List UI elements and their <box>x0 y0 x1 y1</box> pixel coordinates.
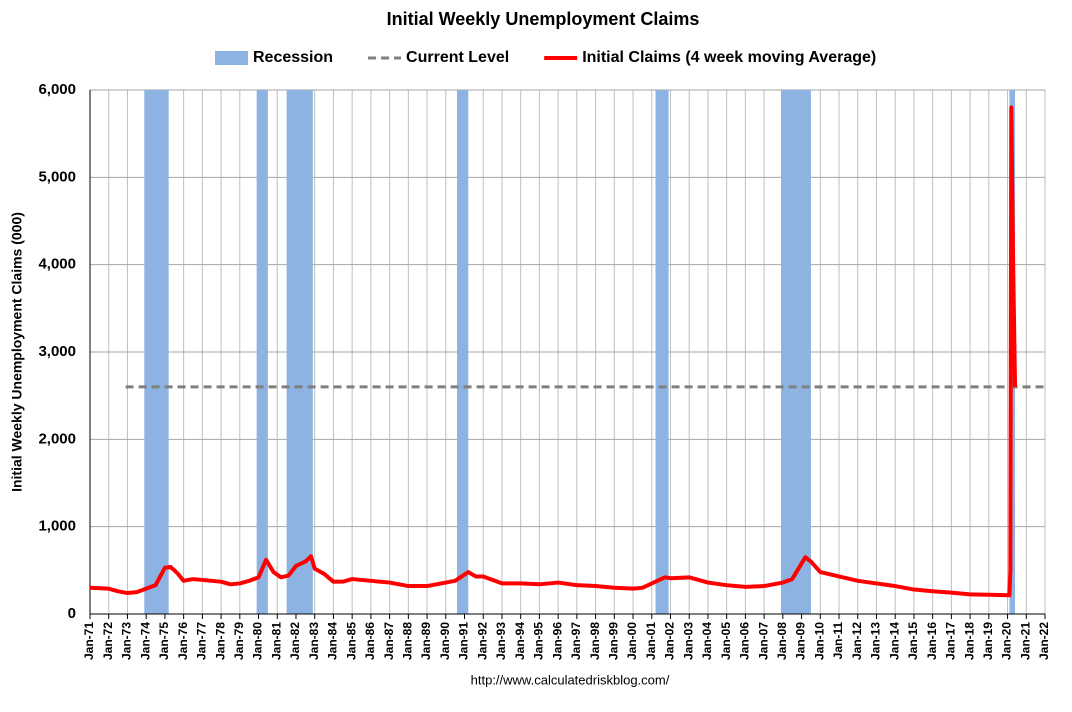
x-tick-label: Jan-98 <box>588 622 602 660</box>
x-tick-label: Jan-11 <box>831 622 845 660</box>
x-tick-label: Jan-88 <box>401 622 415 660</box>
recession-band <box>457 90 469 614</box>
recession-band <box>256 90 268 614</box>
x-tick-label: Jan-07 <box>756 622 770 660</box>
x-tick-label: Jan-04 <box>700 622 714 660</box>
x-tick-label: Jan-86 <box>363 622 377 660</box>
x-tick-label: Jan-08 <box>775 622 789 660</box>
x-tick-label: Jan-85 <box>344 622 358 660</box>
x-tick-label: Jan-73 <box>120 622 134 660</box>
x-tick-label: Jan-77 <box>195 622 209 660</box>
x-tick-label: Jan-96 <box>550 622 564 660</box>
x-tick-label: Jan-02 <box>663 622 677 660</box>
x-tick-label: Jan-99 <box>606 622 620 660</box>
legend-label: Current Level <box>406 49 509 66</box>
x-tick-label: Jan-10 <box>812 622 826 660</box>
x-tick-label: Jan-80 <box>251 622 265 660</box>
x-tick-label: Jan-90 <box>438 622 452 660</box>
y-tick-label: 4,000 <box>38 256 76 273</box>
x-tick-label: Jan-19 <box>981 622 995 660</box>
y-tick-label: 2,000 <box>38 430 76 447</box>
x-tick-label: Jan-71 <box>82 622 96 660</box>
recession-band <box>286 90 313 614</box>
x-tick-label: Jan-22 <box>1037 622 1051 660</box>
y-tick-label: 3,000 <box>38 343 76 360</box>
x-tick-label: Jan-03 <box>681 622 695 660</box>
chart-title: Initial Weekly Unemployment Claims <box>387 9 700 29</box>
x-tick-label: Jan-97 <box>569 622 583 660</box>
x-tick-label: Jan-06 <box>738 622 752 660</box>
x-tick-label: Jan-92 <box>475 622 489 660</box>
recession-band <box>655 90 669 614</box>
x-tick-label: Jan-87 <box>382 622 396 660</box>
x-tick-label: Jan-12 <box>850 622 864 660</box>
x-tick-label: Jan-89 <box>419 622 433 660</box>
x-tick-label: Jan-18 <box>962 622 976 660</box>
x-tick-label: Jan-79 <box>232 622 246 660</box>
legend-label: Recession <box>253 49 333 66</box>
legend-label: Initial Claims (4 week moving Average) <box>582 49 876 66</box>
y-tick-label: 5,000 <box>38 168 76 185</box>
y-axis-label: Initial Weekly Unemployment Claims (000) <box>9 212 25 492</box>
x-tick-label: Jan-95 <box>532 622 546 660</box>
x-tick-label: Jan-17 <box>944 622 958 660</box>
legend-swatch <box>215 51 248 65</box>
x-tick-label: Jan-01 <box>644 622 658 660</box>
series-line <box>89 105 1018 598</box>
x-tick-label: Jan-00 <box>625 622 639 660</box>
x-tick-label: Jan-16 <box>925 622 939 660</box>
x-tick-label: Jan-91 <box>457 622 471 660</box>
y-tick-label: 6,000 <box>38 81 76 98</box>
recession-band <box>780 90 811 614</box>
x-tick-label: Jan-81 <box>269 622 283 660</box>
x-tick-label: Jan-14 <box>887 622 901 660</box>
y-tick-label: 1,000 <box>38 518 76 535</box>
x-tick-label: Jan-74 <box>138 622 152 660</box>
x-tick-label: Jan-72 <box>101 622 115 660</box>
x-tick-label: Jan-93 <box>494 622 508 660</box>
x-tick-label: Jan-09 <box>794 622 808 660</box>
x-tick-label: Jan-05 <box>719 622 733 660</box>
x-tick-label: Jan-83 <box>307 622 321 660</box>
x-tick-label: Jan-84 <box>326 622 340 660</box>
source: http://www.calculatedriskblog.com/ <box>471 672 670 687</box>
x-tick-label: Jan-20 <box>1000 622 1014 660</box>
x-tick-label: Jan-94 <box>513 622 527 660</box>
x-tick-label: Jan-15 <box>906 622 920 660</box>
x-tick-label: Jan-78 <box>213 622 227 660</box>
x-tick-label: Jan-76 <box>176 622 190 660</box>
x-tick-label: Jan-13 <box>869 622 883 660</box>
recession-band <box>144 90 169 614</box>
x-tick-label: Jan-21 <box>1018 622 1032 660</box>
x-tick-label: Jan-82 <box>288 622 302 660</box>
x-tick-label: Jan-75 <box>157 622 171 660</box>
y-tick-label: 0 <box>68 605 76 622</box>
